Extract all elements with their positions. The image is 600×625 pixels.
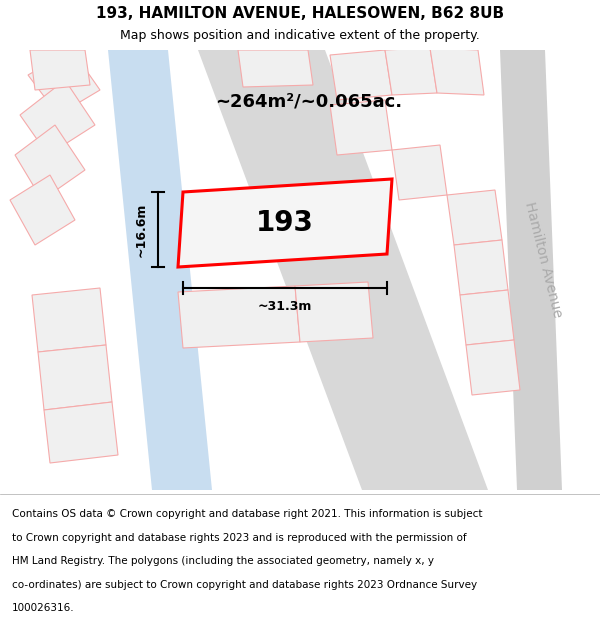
Polygon shape	[178, 179, 392, 267]
Polygon shape	[460, 290, 514, 345]
Text: 193: 193	[256, 209, 314, 237]
Polygon shape	[28, 50, 100, 115]
Text: to Crown copyright and database rights 2023 and is reproduced with the permissio: to Crown copyright and database rights 2…	[12, 532, 467, 542]
Polygon shape	[454, 240, 508, 295]
Polygon shape	[20, 80, 95, 155]
Polygon shape	[392, 145, 447, 200]
Text: Map shows position and indicative extent of the property.: Map shows position and indicative extent…	[120, 29, 480, 42]
Polygon shape	[330, 100, 392, 155]
Text: ~16.6m: ~16.6m	[135, 202, 148, 257]
Text: HM Land Registry. The polygons (including the associated geometry, namely x, y: HM Land Registry. The polygons (includin…	[12, 556, 434, 566]
Polygon shape	[10, 175, 75, 245]
Text: ~264m²/~0.065ac.: ~264m²/~0.065ac.	[215, 93, 402, 111]
Text: Contains OS data © Crown copyright and database right 2021. This information is : Contains OS data © Crown copyright and d…	[12, 509, 482, 519]
Polygon shape	[32, 288, 106, 352]
Polygon shape	[178, 286, 300, 348]
Polygon shape	[295, 282, 373, 342]
Text: co-ordinates) are subject to Crown copyright and database rights 2023 Ordnance S: co-ordinates) are subject to Crown copyr…	[12, 580, 477, 590]
Polygon shape	[238, 50, 313, 87]
Polygon shape	[466, 340, 520, 395]
Polygon shape	[330, 50, 392, 100]
Polygon shape	[44, 402, 118, 463]
Polygon shape	[30, 50, 90, 90]
Polygon shape	[447, 190, 502, 245]
Text: 193, HAMILTON AVENUE, HALESOWEN, B62 8UB: 193, HAMILTON AVENUE, HALESOWEN, B62 8UB	[96, 6, 504, 21]
Polygon shape	[385, 48, 437, 95]
Text: ~31.3m: ~31.3m	[258, 299, 312, 312]
Polygon shape	[38, 345, 112, 410]
Polygon shape	[198, 50, 488, 490]
Text: 100026316.: 100026316.	[12, 603, 74, 613]
Polygon shape	[430, 48, 484, 95]
Polygon shape	[500, 50, 562, 490]
Polygon shape	[15, 125, 85, 200]
Text: Hamilton Avenue: Hamilton Avenue	[522, 201, 564, 319]
Polygon shape	[108, 50, 212, 490]
